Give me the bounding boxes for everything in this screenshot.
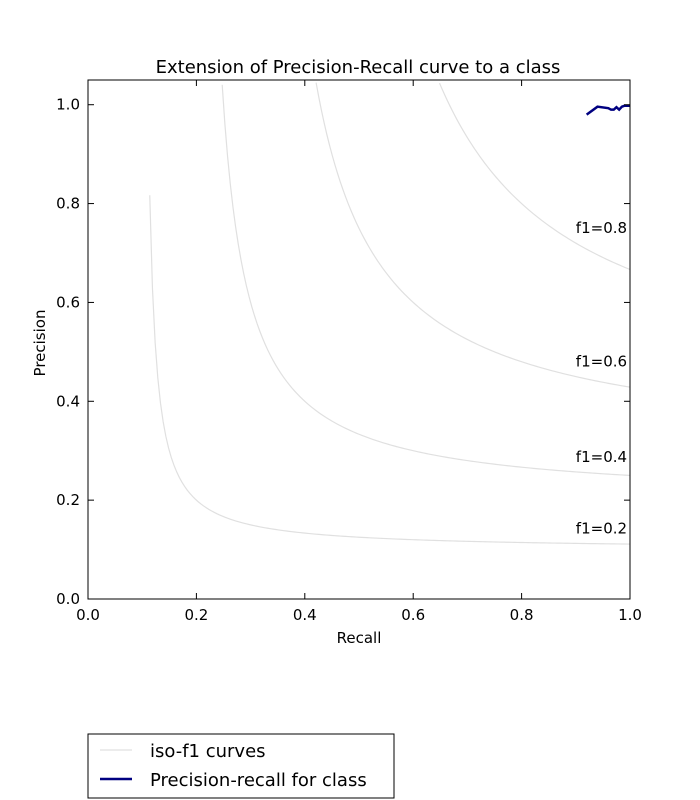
legend-box — [87, 733, 395, 799]
x-axis-label: Recall — [337, 629, 382, 647]
y-tick-label-1.0: 1.0 — [56, 96, 80, 114]
pr-curve-series-0 — [585, 104, 630, 116]
legend-iso-f1-label: iso-f1 curves — [150, 741, 266, 762]
y-tick-label-0.8: 0.8 — [56, 195, 80, 213]
iso-f1-label-0.8: f1=0.8 — [576, 219, 627, 237]
x-tick-label-0.8: 0.8 — [510, 606, 534, 624]
x-tick-label-1.0: 1.0 — [618, 606, 642, 624]
y-tick-label-0.6: 0.6 — [56, 293, 80, 311]
x-tick-label-0.6: 0.6 — [401, 606, 425, 624]
x-tick-label-0.4: 0.4 — [293, 606, 317, 624]
legend: iso-f1 curves Precision-recall for class — [87, 733, 395, 799]
plot-frame — [87, 79, 631, 600]
iso-f1-curve-0.4 — [221, 84, 630, 477]
x-tick-label-0.0: 0.0 — [76, 606, 100, 624]
y-tick-label-0.0: 0.0 — [56, 590, 80, 608]
y-tick-label-0.4: 0.4 — [56, 392, 80, 410]
iso-f1-label-0.2: f1=0.2 — [576, 520, 627, 538]
x-tick-label-0.2: 0.2 — [184, 606, 208, 624]
chart-title: Extension of Precision-Recall curve to a… — [156, 57, 561, 78]
legend-pr-label: Precision-recall for class — [150, 770, 367, 791]
iso-f1-curve-0.6 — [315, 82, 630, 388]
y-axis-label: Precision — [31, 310, 49, 377]
y-tick-label-0.2: 0.2 — [56, 491, 80, 509]
iso-f1-label-0.4: f1=0.4 — [576, 448, 627, 466]
iso-f1-curve-0.2 — [149, 195, 630, 545]
iso-f1-curve-0.8 — [438, 82, 630, 271]
iso-f1-label-0.6: f1=0.6 — [576, 353, 627, 371]
